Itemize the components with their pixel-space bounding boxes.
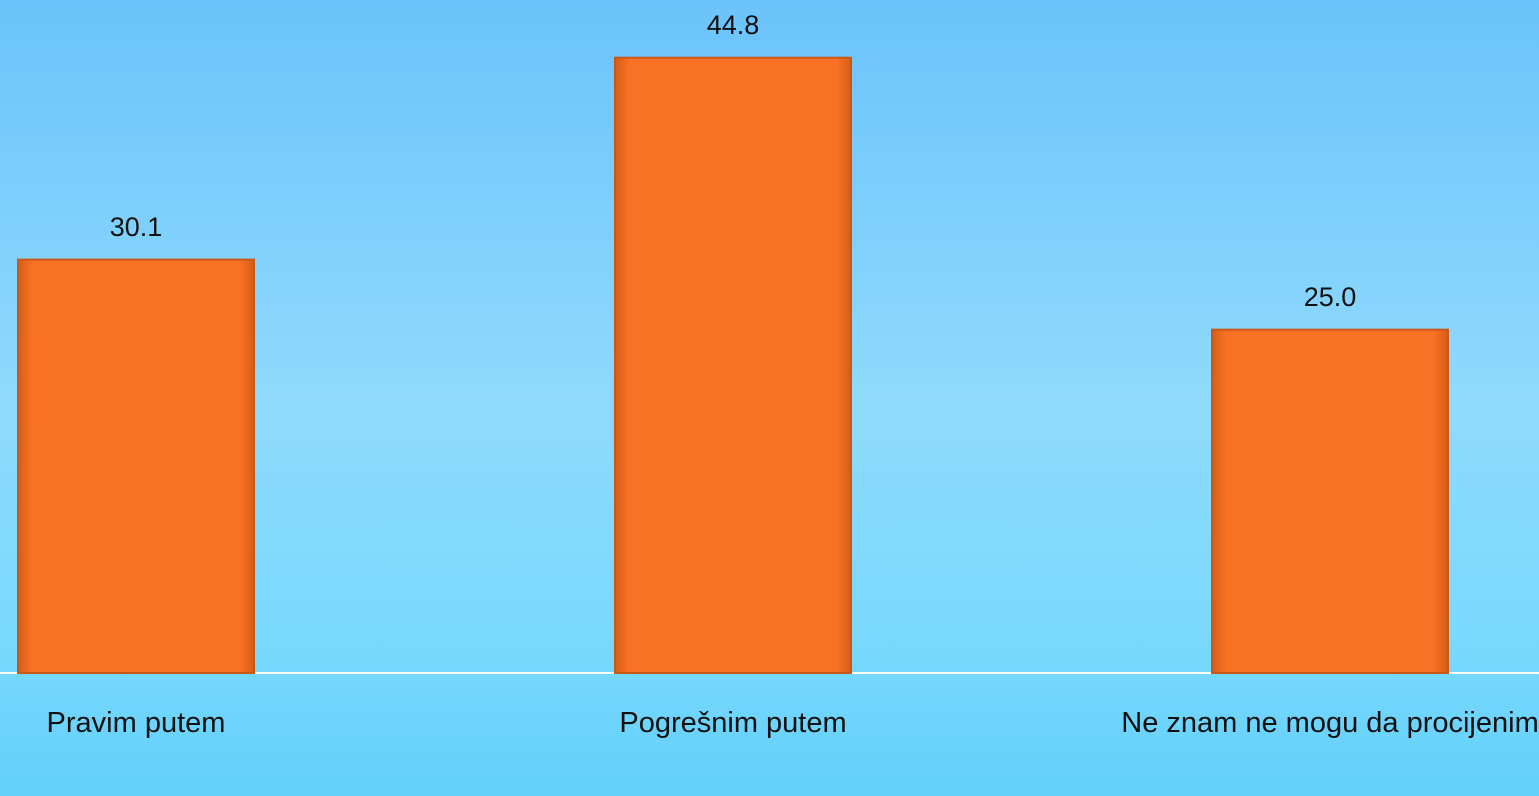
data-label: 25.0 — [1303, 281, 1357, 312]
x-tick-label: Ne znam ne mogu da procijenim — [1121, 707, 1539, 739]
bar — [614, 56, 852, 674]
data-label: 30.1 — [109, 211, 163, 242]
x-tick-label: Pravim putem — [46, 707, 226, 739]
bar — [17, 258, 255, 674]
data-label: 44.8 — [706, 9, 760, 40]
x-tick-label: Pogrešnim putem — [619, 707, 847, 739]
bar — [1211, 328, 1449, 674]
